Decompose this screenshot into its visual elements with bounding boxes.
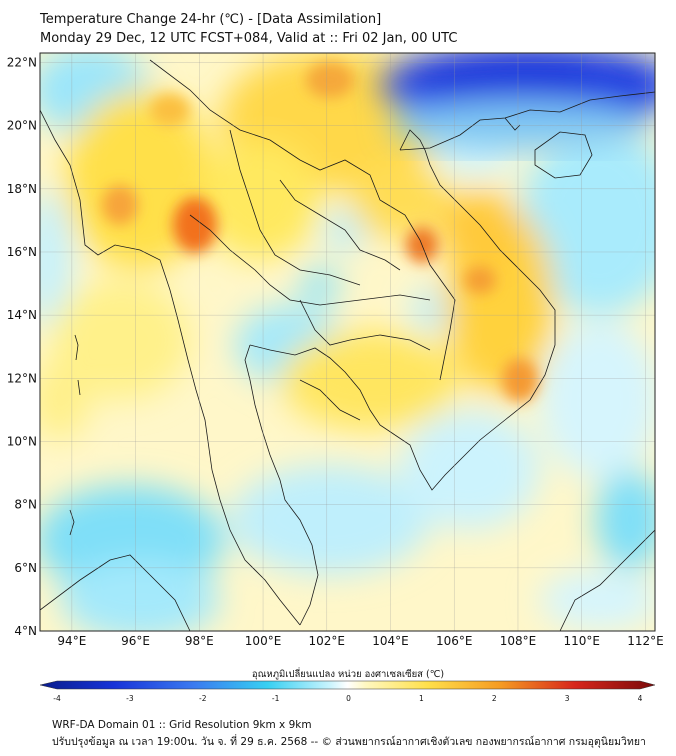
colorbar-tick-label: 1: [419, 694, 424, 703]
latitude-label: 10°N: [7, 434, 37, 448]
colorbar-tick-label: 0: [346, 694, 351, 703]
temperature-field: [40, 53, 655, 631]
colorbar-tick-label: -3: [126, 694, 134, 703]
latitude-label: 14°N: [7, 308, 37, 322]
colorbar-tick-label: -1: [272, 694, 280, 703]
longitude-label: 102°E: [309, 634, 346, 648]
longitude-label: 96°E: [121, 634, 150, 648]
colorbar-tick-label: -2: [199, 694, 207, 703]
longitude-label: 98°E: [185, 634, 214, 648]
map-frame: [39, 52, 656, 632]
longitude-labels: 94°E 96°E 98°E 100°E 102°E 104°E 106°E 108°E 110…: [57, 634, 663, 648]
coastlines-borders: [40, 59, 655, 631]
colorbar-ticks: -4 -3 -2 -1 0 1 2 3 4: [53, 694, 642, 703]
footer-model-info: WRF-DA Domain 01 :: Grid Resolution 9km …: [52, 719, 312, 731]
colorbar-tick-label: -4: [53, 694, 61, 703]
longitude-label: 106°E: [436, 634, 473, 648]
latitude-label: 20°N: [7, 119, 37, 133]
longitude-label: 104°E: [372, 634, 409, 648]
longitude-label: 108°E: [500, 634, 537, 648]
latitude-label: 18°N: [7, 182, 37, 196]
longitude-label: 94°E: [57, 634, 86, 648]
latitude-label: 6°N: [14, 561, 37, 575]
map-subtitle: Monday 29 Dec, 12 UTC FCST+084, Valid at…: [40, 31, 458, 46]
footer-update-info: ปรับปรุงข้อมูล ณ เวลา 19:00น. วัน จ. ที่…: [52, 736, 646, 748]
colorbar: [39, 680, 656, 690]
colorbar-tick-label: 2: [492, 694, 497, 703]
longitude-label: 112°E: [627, 634, 664, 648]
colorbar-tick-label: 3: [565, 694, 570, 703]
longitude-label: 100°E: [245, 634, 282, 648]
latitude-label: 16°N: [7, 245, 37, 259]
latitude-label: 22°N: [7, 55, 37, 69]
colorbar-tick-label: 4: [638, 694, 643, 703]
colorbar-label: อุณหภูมิเปลี่ยนแปลง หน่วย องศาเซลเซียส (…: [252, 667, 444, 680]
latitude-label: 8°N: [14, 498, 37, 512]
latitude-labels: 22°N 20°N 18°N 16°N 14°N 12°N 10°N 8°N 6°N 4°N: [7, 55, 37, 638]
map-title: Temperature Change 24-hr (℃) - [Data Ass…: [40, 12, 382, 27]
latitude-label: 12°N: [7, 371, 37, 385]
latitude-label: 4°N: [14, 624, 37, 638]
longitude-label: 110°E: [563, 634, 600, 648]
